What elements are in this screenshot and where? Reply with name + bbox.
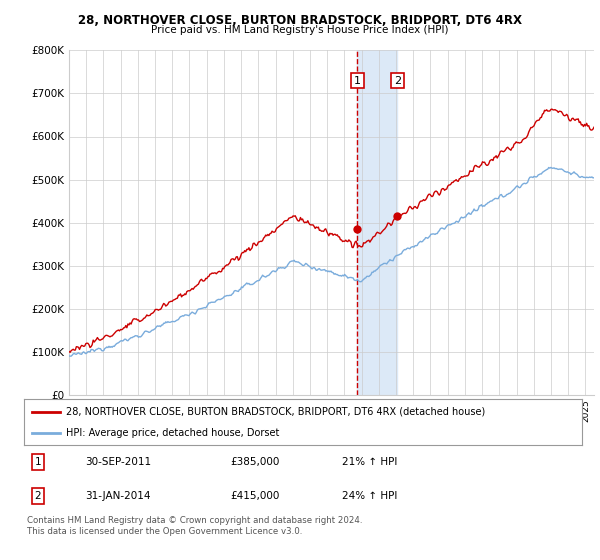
Text: 2: 2	[394, 76, 401, 86]
Text: 30-SEP-2011: 30-SEP-2011	[85, 457, 152, 467]
Text: 28, NORTHOVER CLOSE, BURTON BRADSTOCK, BRIDPORT, DT6 4RX (detached house): 28, NORTHOVER CLOSE, BURTON BRADSTOCK, B…	[66, 407, 485, 417]
Text: £385,000: £385,000	[230, 457, 280, 467]
Text: 1: 1	[35, 457, 41, 467]
Text: £415,000: £415,000	[230, 491, 280, 501]
Text: 31-JAN-2014: 31-JAN-2014	[85, 491, 151, 501]
Text: Contains HM Land Registry data © Crown copyright and database right 2024.
This d: Contains HM Land Registry data © Crown c…	[27, 516, 362, 536]
Text: HPI: Average price, detached house, Dorset: HPI: Average price, detached house, Dors…	[66, 428, 279, 438]
Text: 2: 2	[35, 491, 41, 501]
Text: 28, NORTHOVER CLOSE, BURTON BRADSTOCK, BRIDPORT, DT6 4RX: 28, NORTHOVER CLOSE, BURTON BRADSTOCK, B…	[78, 14, 522, 27]
Text: 21% ↑ HPI: 21% ↑ HPI	[342, 457, 397, 467]
Text: 1: 1	[354, 76, 361, 86]
Text: Price paid vs. HM Land Registry's House Price Index (HPI): Price paid vs. HM Land Registry's House …	[151, 25, 449, 35]
Text: 24% ↑ HPI: 24% ↑ HPI	[342, 491, 397, 501]
Bar	[358, 50, 397, 395]
